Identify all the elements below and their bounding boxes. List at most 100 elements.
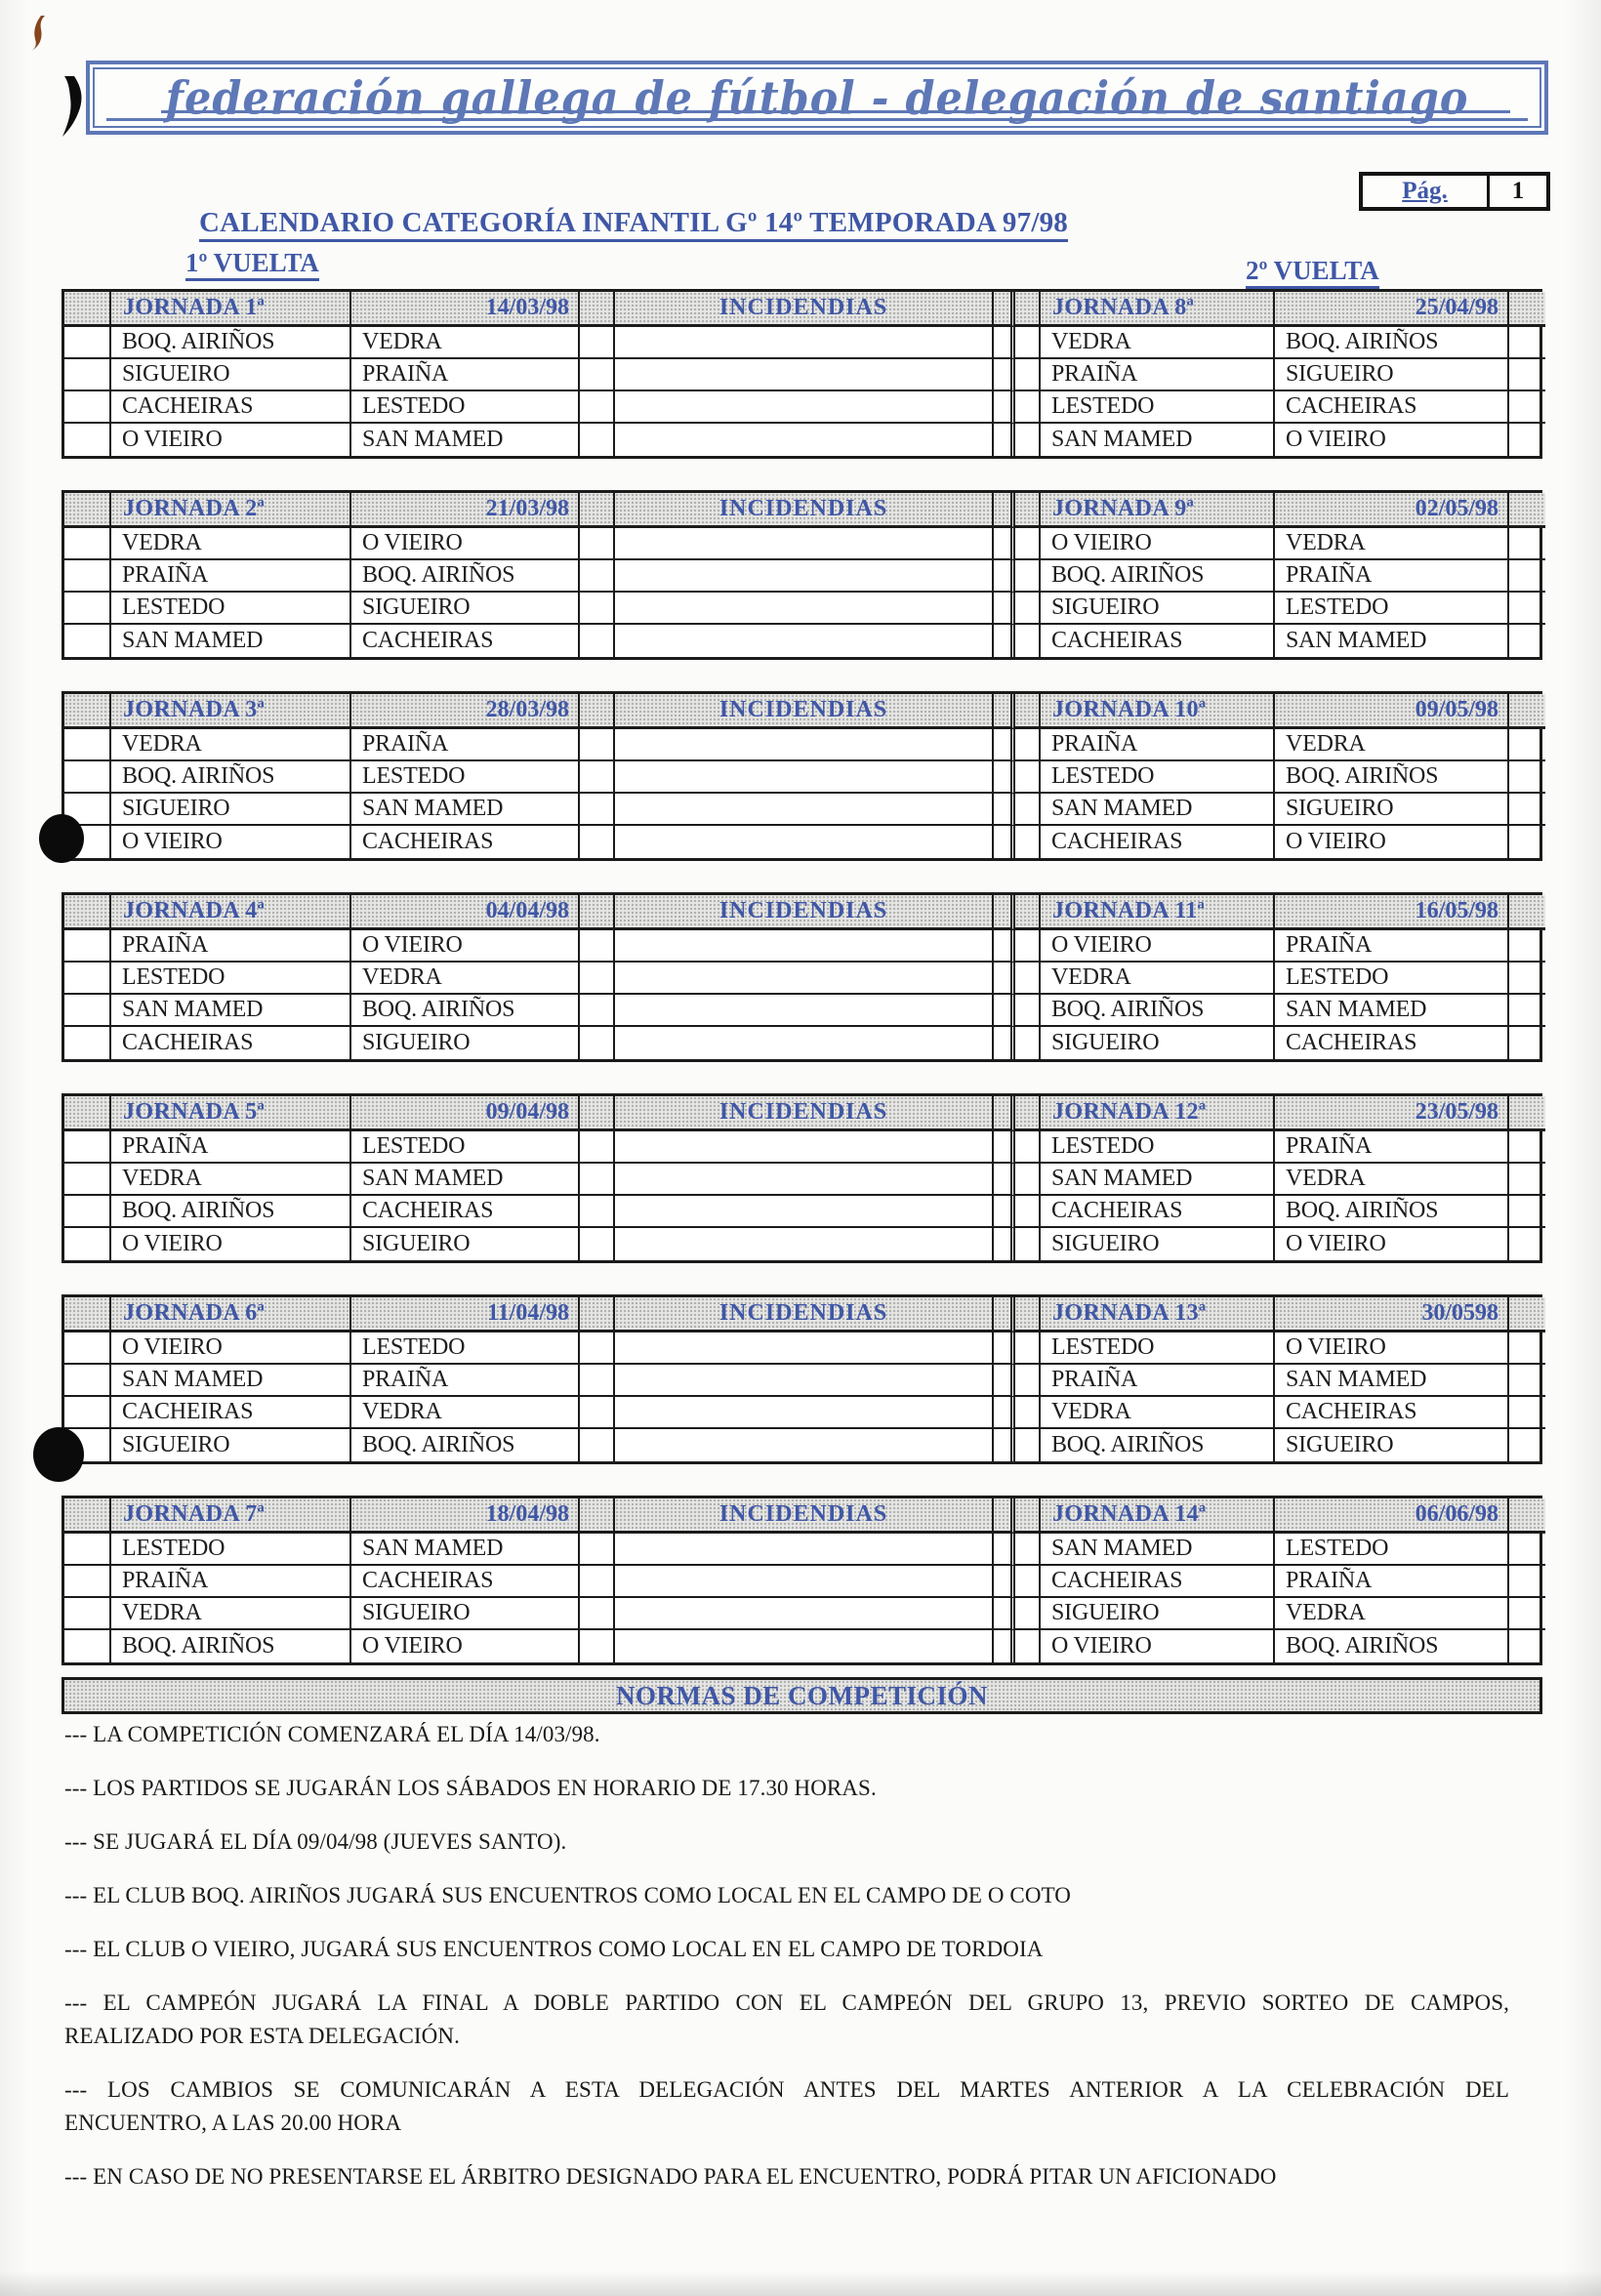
team-cell: CACHEIRAS [1275,391,1509,424]
stub-cell [1509,327,1545,359]
stub-cell [994,963,1015,995]
date-label: 16/05/98 [1275,895,1509,930]
team-cell: SAN MAMED [1041,424,1275,456]
team-cell: VEDRA [351,1397,580,1429]
team-cell: LESTEDO [351,1332,580,1365]
vuelta-2-label: 2º VUELTA [1246,256,1379,289]
stub-cell [994,493,1015,528]
date-label: 04/04/98 [351,895,580,930]
team-cell: CACHEIRAS [1275,1397,1509,1429]
banner-title: federación gallega de fútbol - delegació… [165,72,1469,126]
stub-cell [1015,391,1041,424]
stub-cell [1509,895,1545,930]
stub-cell [1509,593,1545,625]
stub-cell [64,1566,111,1598]
jornada-label: JORNADA 13ª [1041,1297,1275,1332]
stub-cell [1509,694,1545,729]
team-cell: PRAIÑA [1041,359,1275,391]
stub-cell [64,1365,111,1397]
stub-cell [64,1096,111,1131]
team-cell: VEDRA [351,327,580,359]
team-cell: SIGUEIRO [1041,1027,1275,1059]
normas-header: NORMAS DE COMPETICIÓN [62,1677,1542,1714]
stub-cell [580,895,615,930]
incidencias-cell [615,424,994,456]
jornada-label: JORNADA 2ª [111,493,351,528]
team-cell: VEDRA [1041,1397,1275,1429]
team-cell: BOQ. AIRIÑOS [1041,560,1275,593]
rule-line: --- SE JUGARÁ EL DÍA 09/04/98 (JUEVES SA… [64,1829,567,1854]
stub-cell [580,1365,615,1397]
jornada-label: JORNADA 9ª [1041,493,1275,528]
stub-cell [64,560,111,593]
team-cell: O VIEIRO [1041,930,1275,963]
incidencias-cell [615,1164,994,1196]
stub-cell [994,424,1015,456]
stub-cell [1015,1196,1041,1228]
rule-line: --- LOS CAMBIOS SE COMUNICARÁN A ESTA DE… [64,2077,1509,2102]
stub-cell [1509,292,1545,327]
stub-cell [580,1429,615,1461]
incidencias-cell [615,1131,994,1164]
team-cell: LESTEDO [351,761,580,794]
date-label: 09/05/98 [1275,694,1509,729]
jornada-label: JORNADA 8ª [1041,292,1275,327]
incidencias-cell [615,1332,994,1365]
stub-cell [64,1027,111,1059]
team-cell: LESTEDO [351,1131,580,1164]
incidencias-cell [615,528,994,560]
rule-paragraph: --- EL CLUB BOQ. AIRIÑOS JUGARÁ SUS ENCU… [64,1879,1509,1912]
rule-paragraph: --- SE JUGARÁ EL DÍA 09/04/98 (JUEVES SA… [64,1825,1509,1859]
stub-cell [1509,1429,1545,1461]
date-label: 02/05/98 [1275,493,1509,528]
stub-cell [1015,794,1041,826]
incidencias-label: INCIDENDIAS [615,895,994,930]
team-cell: LESTEDO [1275,963,1509,995]
team-cell: CACHEIRAS [111,1027,351,1059]
page-number-box: Pág. 1 [1359,172,1550,211]
stub-cell [1509,1027,1545,1059]
team-cell: SIGUEIRO [111,359,351,391]
stub-cell [1015,1534,1041,1566]
stub-cell [994,1027,1015,1059]
hole-punch-mark [39,814,84,863]
stub-cell [580,359,615,391]
stub-cell [1015,694,1041,729]
incidencias-cell [615,1534,994,1566]
team-cell: PRAIÑA [1275,1131,1509,1164]
stub-cell [1509,1397,1545,1429]
incidencias-label: INCIDENDIAS [615,1096,994,1131]
stub-cell [580,1297,615,1332]
team-cell: PRAIÑA [351,729,580,761]
team-cell: SAN MAMED [111,1365,351,1397]
incidencias-cell [615,995,994,1027]
incidencias-label: INCIDENDIAS [615,292,994,327]
stub-cell [580,1096,615,1131]
team-cell: PRAIÑA [1275,1566,1509,1598]
round-grid: JORNADA 4ª 04/04/98 INCIDENDIAS JORNADA 11ª… [62,892,1545,1062]
team-cell: VEDRA [351,963,580,995]
team-cell: PRAIÑA [111,560,351,593]
stub-cell [1015,1297,1041,1332]
stub-cell [580,1498,615,1534]
round-grid: JORNADA 3ª 28/03/98 INCIDENDIAS JORNADA 10ª… [62,691,1545,861]
stub-cell [64,794,111,826]
stub-cell [1509,1096,1545,1131]
round-block: JORNADA 1ª 14/03/98 INCIDENDIAS JORNADA 8ª 2… [62,289,1545,459]
incidencias-cell [615,826,994,858]
team-cell: VEDRA [1275,1598,1509,1630]
stub-cell [1015,359,1041,391]
banner-underline [161,110,1510,113]
stub-cell [994,1429,1015,1461]
incidencias-cell [615,625,994,657]
stub-cell [580,1196,615,1228]
date-label: 06/06/98 [1275,1498,1509,1534]
team-cell: LESTEDO [111,963,351,995]
stub-cell [1015,729,1041,761]
stub-cell [64,1196,111,1228]
stub-cell [994,1096,1015,1131]
team-cell: BOQ. AIRIÑOS [351,560,580,593]
stub-cell [1015,1598,1041,1630]
stub-cell [580,292,615,327]
team-cell: O VIEIRO [351,528,580,560]
